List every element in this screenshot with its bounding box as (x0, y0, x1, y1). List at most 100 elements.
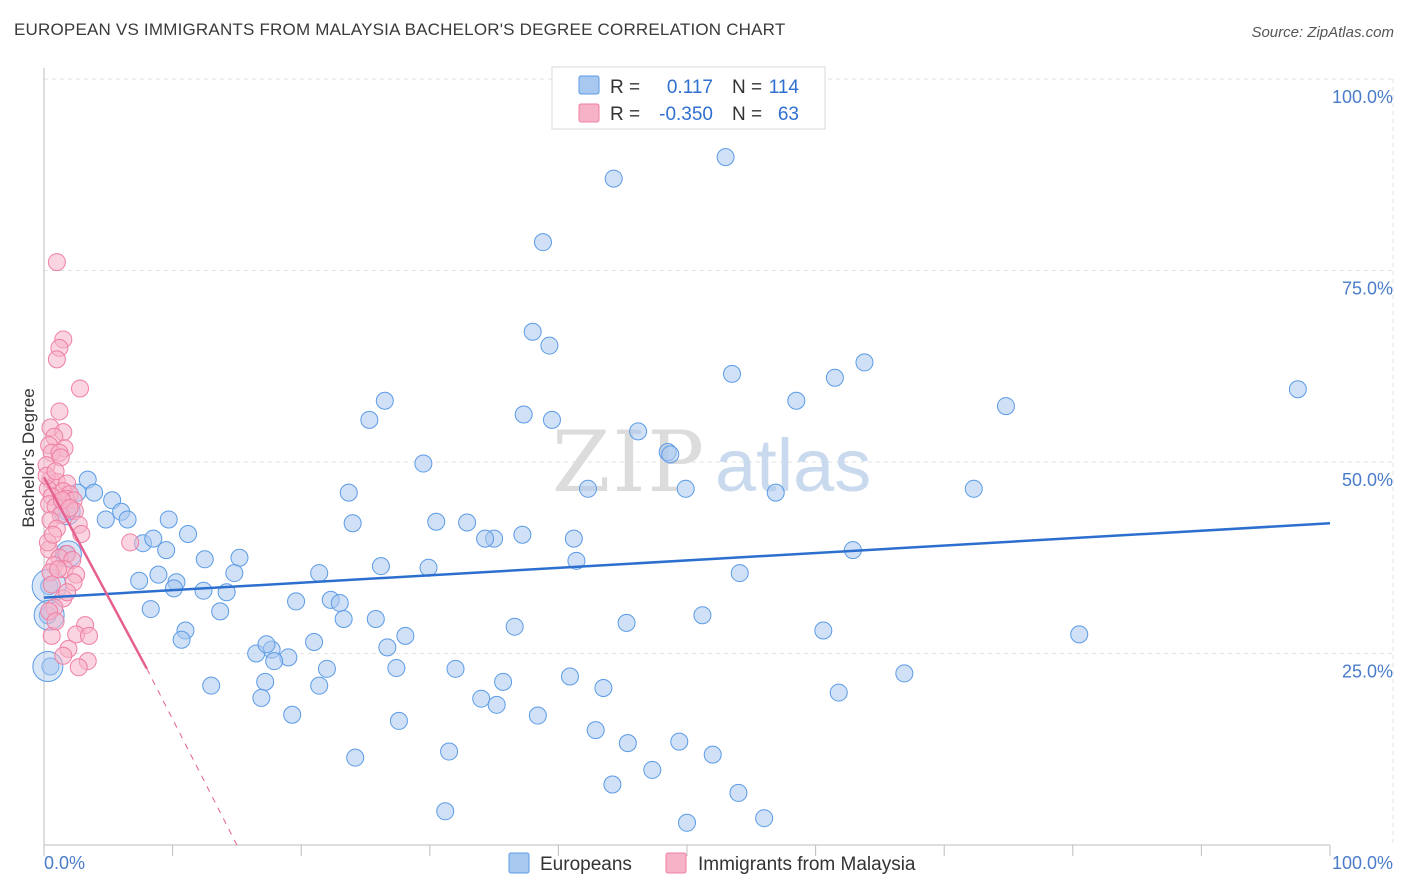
point-europeans (787, 391, 806, 410)
y-tick-labels: 25.0% 50.0% 75.0% 100.0% (1332, 87, 1393, 682)
legend-r-label: R = (610, 104, 640, 125)
point-europeans (604, 169, 623, 188)
series-legend-europeans: Europeans (540, 854, 632, 875)
y-tick-label: 25.0% (1342, 662, 1393, 682)
point-europeans (225, 564, 244, 583)
point-europeans (487, 695, 506, 714)
point-europeans (567, 551, 586, 570)
point-europeans (643, 760, 662, 779)
point-europeans (118, 510, 137, 529)
point-malaysia (47, 350, 66, 369)
point-europeans (703, 745, 722, 764)
point-malaysia (69, 658, 88, 677)
point-europeans (96, 510, 115, 529)
point-europeans (678, 813, 696, 832)
point-europeans (149, 565, 168, 584)
y-tick-label: 75.0% (1342, 279, 1393, 299)
y-axis-label: Bachelor's Degree (19, 388, 38, 527)
point-europeans (825, 368, 844, 387)
point-europeans (414, 454, 433, 473)
point-malaysia (54, 646, 73, 665)
point-europeans (855, 353, 874, 372)
point-europeans (211, 602, 230, 621)
point-europeans (472, 689, 491, 708)
point-europeans (265, 652, 284, 671)
point-europeans (159, 510, 178, 529)
x-tick-min: 0.0% (44, 853, 85, 873)
point-europeans (540, 336, 559, 355)
trend-line-malaysia (42, 476, 148, 670)
point-europeans (396, 626, 415, 645)
point-europeans (334, 610, 353, 629)
point-europeans (578, 479, 597, 498)
point-europeans (164, 579, 183, 598)
point-europeans (617, 613, 636, 632)
point-malaysia (121, 533, 140, 552)
point-europeans (375, 391, 394, 410)
point-europeans (514, 405, 533, 424)
legend-n-label: N = (732, 77, 762, 98)
point-europeans (755, 809, 774, 828)
trend-lines (42, 476, 1331, 846)
point-europeans (528, 706, 547, 725)
point-europeans (287, 592, 306, 611)
point-europeans (305, 633, 324, 652)
point-europeans (542, 410, 561, 429)
point-europeans (670, 732, 689, 751)
legend-r-europeans: 0.117 (667, 77, 713, 98)
point-europeans (366, 610, 385, 629)
point-europeans (157, 541, 176, 560)
point-europeans (458, 513, 477, 532)
point-europeans (371, 557, 390, 576)
point-europeans (387, 659, 406, 678)
point-europeans (194, 581, 213, 600)
point-europeans (564, 529, 583, 548)
point-malaysia (80, 626, 99, 645)
point-malaysia (49, 560, 68, 579)
point-europeans (729, 783, 748, 802)
point-europeans (343, 514, 362, 533)
watermark-zip: ZIP (552, 413, 706, 511)
legend-n-europeans: 114 (769, 77, 800, 98)
point-europeans (141, 600, 160, 619)
point-europeans (996, 397, 1015, 416)
series-legend-swatch-europeans (508, 852, 530, 874)
series-legend: Europeans Immigrants from Malaysia (508, 852, 916, 875)
point-malaysia (46, 612, 65, 631)
point-europeans (41, 657, 60, 676)
point-europeans (179, 525, 198, 544)
point-europeans (723, 364, 742, 383)
point-europeans (378, 638, 397, 657)
point-europeans (202, 676, 221, 695)
point-europeans (693, 606, 712, 625)
watermark: ZIP atlas (552, 413, 871, 511)
point-europeans (85, 483, 104, 502)
point-europeans (440, 742, 459, 761)
trend-line-europeans (43, 522, 1331, 599)
point-europeans (618, 734, 637, 753)
point-europeans (476, 529, 495, 548)
point-malaysia (71, 379, 90, 398)
legend-r-label: R = (610, 77, 640, 98)
legend-r-malaysia: -0.350 (659, 104, 713, 125)
legend-n-label: N = (732, 104, 762, 125)
point-europeans (389, 711, 408, 730)
point-europeans (494, 672, 513, 691)
point-europeans (360, 410, 379, 429)
correlation-legend: R = 0.117 N = 114 R = -0.350 N = 63 (551, 66, 826, 130)
point-malaysia (58, 583, 77, 602)
point-europeans (252, 688, 271, 707)
point-europeans (310, 676, 329, 695)
point-europeans (419, 558, 438, 577)
point-malaysia (46, 462, 65, 481)
point-europeans (661, 445, 680, 464)
point-europeans (130, 571, 149, 590)
x-tick-max: 100.0% (1332, 853, 1393, 873)
point-malaysia (42, 575, 61, 594)
point-europeans (427, 512, 446, 531)
y-tick-label: 100.0% (1332, 87, 1393, 107)
point-europeans (317, 659, 336, 678)
point-europeans (766, 483, 785, 502)
point-europeans (195, 550, 214, 569)
